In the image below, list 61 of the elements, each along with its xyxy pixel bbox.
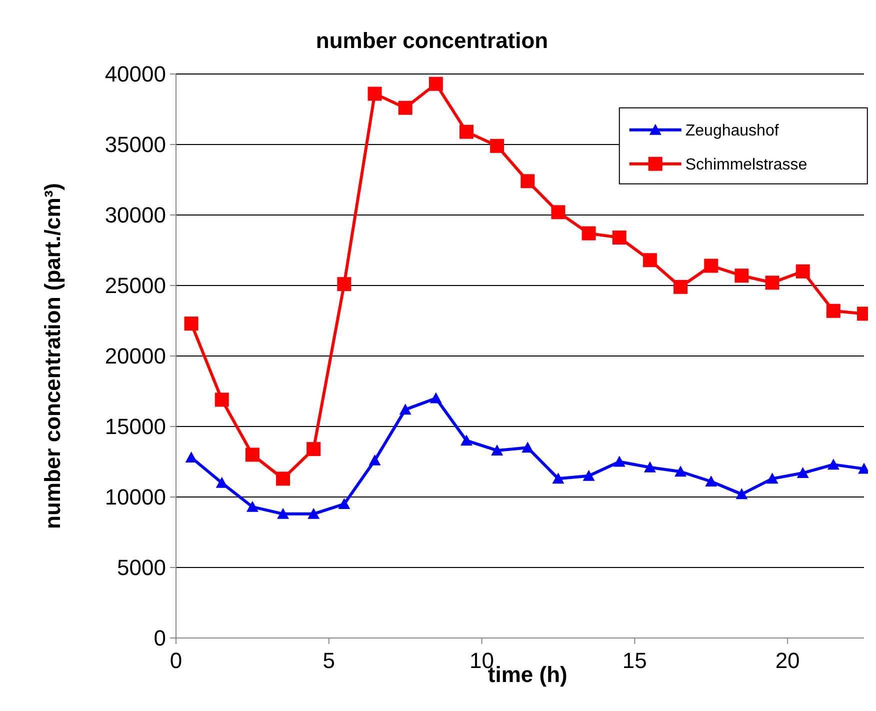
point: [308, 508, 320, 519]
y-tick-label: 0: [154, 626, 166, 651]
y-tick-label: 35000: [104, 132, 166, 158]
point: [644, 461, 656, 472]
point: [552, 472, 564, 484]
x-tick-label: 20: [775, 648, 800, 673]
point: [827, 458, 840, 470]
y-tick-label: 30000: [104, 202, 166, 228]
point: [613, 456, 626, 467]
point: [306, 442, 321, 456]
chart-title: number concentration: [316, 28, 548, 53]
point: [612, 230, 626, 245]
x-tick-label: 0: [170, 648, 182, 673]
point: [582, 470, 595, 481]
y-tick-label: 25000: [104, 273, 166, 298]
point: [216, 476, 228, 488]
point: [705, 475, 718, 486]
point: [368, 86, 382, 101]
legend-label: Schimmelstrasse: [685, 156, 808, 174]
point: [551, 205, 566, 220]
point: [642, 253, 657, 268]
point: [368, 454, 381, 466]
point: [245, 448, 260, 462]
point: [796, 467, 809, 478]
y-axis-title: number concentration (part./cm³): [40, 183, 65, 529]
y-tick-label: 40000: [104, 62, 166, 87]
y-tick-label: 15000: [104, 414, 166, 440]
y-tick-label: 5000: [117, 555, 166, 580]
point: [337, 277, 352, 292]
legend-label: Zeughaushof: [685, 122, 780, 140]
point: [430, 392, 442, 404]
point: [277, 508, 290, 519]
point: [522, 442, 534, 453]
point: [460, 434, 472, 446]
y-tick-label: 10000: [104, 484, 166, 510]
x-tick-label: 5: [322, 648, 336, 673]
point: [766, 472, 778, 484]
point: [704, 258, 718, 273]
point: [398, 100, 412, 115]
point: [399, 404, 412, 415]
point: [796, 264, 810, 278]
point: [459, 124, 474, 139]
point: [185, 452, 198, 463]
point: [674, 280, 688, 294]
point: [214, 392, 229, 407]
point: [826, 304, 840, 318]
point: [338, 498, 350, 510]
point: [490, 138, 504, 153]
y-tick-label: 20000: [104, 344, 166, 369]
point: [428, 76, 443, 91]
point: [734, 268, 749, 283]
point: [491, 444, 504, 456]
point: [520, 174, 535, 188]
point: [582, 226, 596, 240]
point: [674, 466, 687, 477]
x-tick-label: 15: [622, 648, 647, 673]
point: [184, 316, 198, 331]
point: [736, 488, 748, 500]
point: [765, 276, 780, 290]
point: [246, 500, 258, 512]
point: [276, 472, 290, 486]
